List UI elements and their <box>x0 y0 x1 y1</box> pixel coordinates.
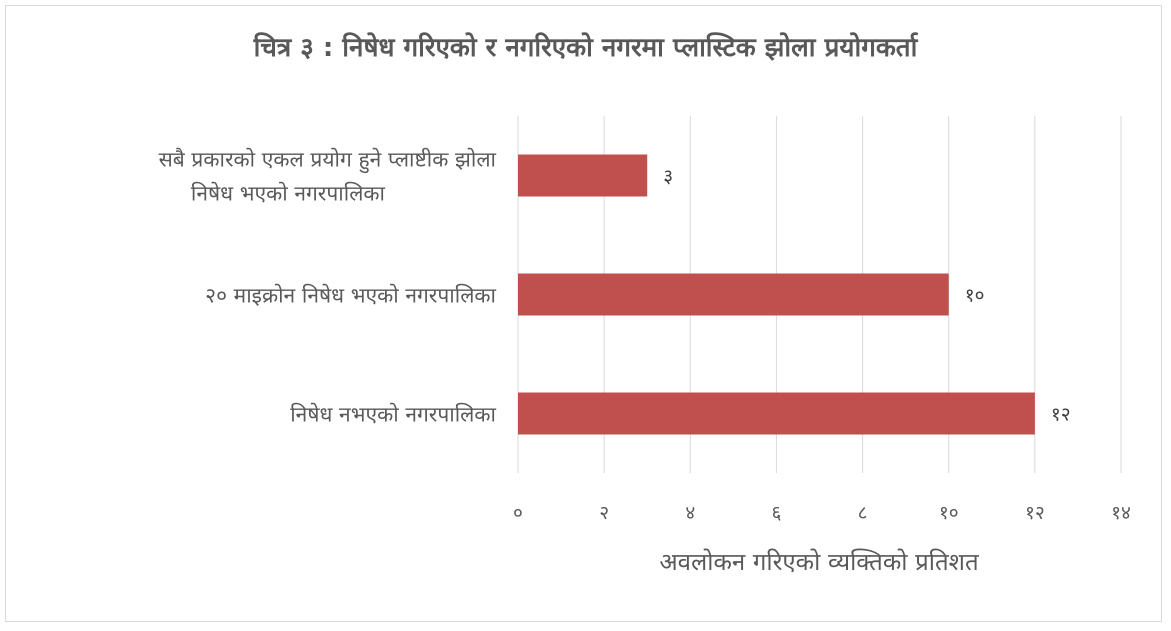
x-tick-label: ४ <box>685 502 695 524</box>
x-tick-label: १४ <box>1111 502 1131 524</box>
bar <box>518 392 1035 435</box>
x-tick-label: ६ <box>771 502 781 524</box>
x-axis-label: अवलोकन गरिएको व्यक्तिको प्रतिशत <box>659 548 979 576</box>
x-tick-label: २ <box>599 502 609 524</box>
category-label: निषेध नभएको नगरपालिका <box>290 403 496 427</box>
bar-value-label: १० <box>965 285 985 307</box>
category-label: २० माइक्रोन निषेध भएको नगरपालिका <box>205 284 496 308</box>
chart-title: चित्र ३ : निषेध गरिएको र नगरिएको नगरमा प… <box>253 33 918 63</box>
x-tick-label: १० <box>939 502 959 524</box>
bar-value-label: १२ <box>1051 404 1071 426</box>
bar-value-label: ३ <box>663 166 673 188</box>
bar <box>518 273 949 316</box>
bar <box>518 154 648 197</box>
x-tick-label: ० <box>513 502 523 524</box>
x-tick-label: १२ <box>1025 502 1045 524</box>
category-label: सबै प्रकारको एकल प्रयोग हुने प्लाष्टीक झ… <box>159 148 497 206</box>
x-tick-label: ८ <box>858 502 868 524</box>
